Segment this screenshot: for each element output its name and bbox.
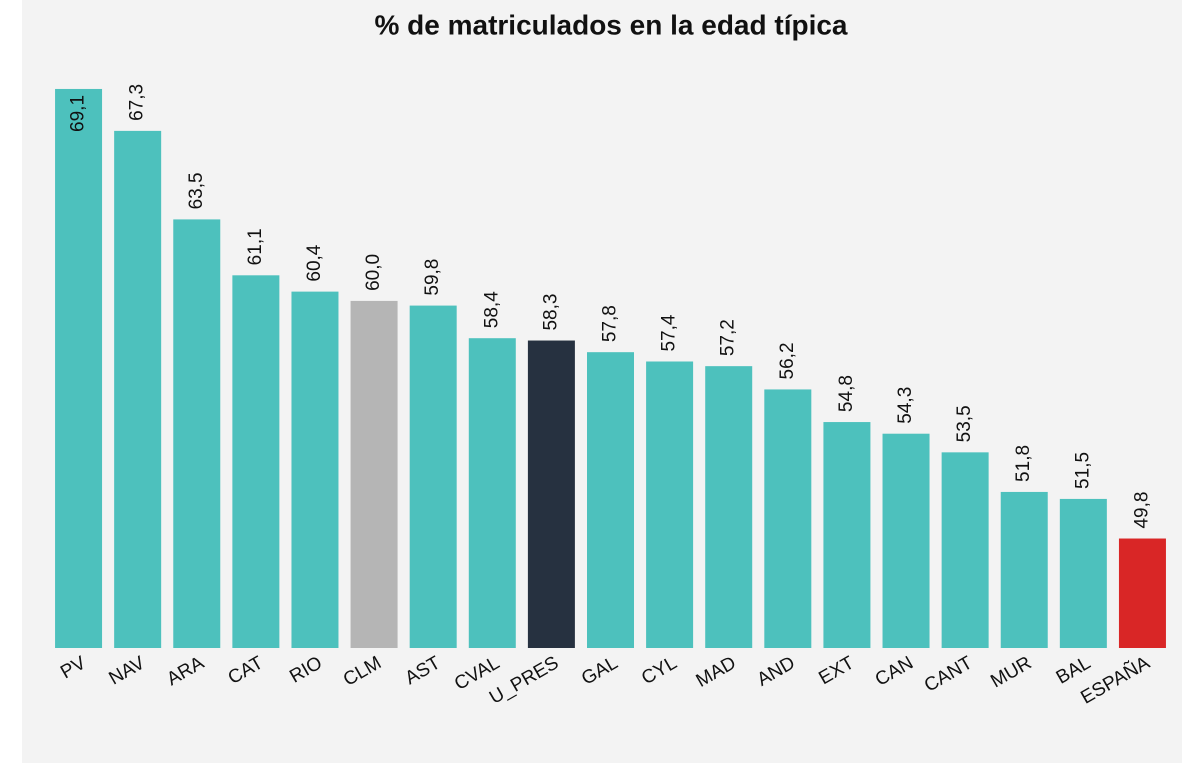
bar: [882, 433, 930, 648]
value-label: 58,4: [481, 291, 502, 328]
chart-title: % de matriculados en la edad típica: [374, 9, 847, 40]
bar: [173, 219, 221, 648]
bar: [350, 300, 398, 648]
bar: [1118, 538, 1166, 648]
value-label: 51,8: [1013, 445, 1034, 482]
value-label: 54,3: [895, 387, 916, 424]
value-label: 51,5: [1072, 452, 1093, 489]
bar: [587, 352, 634, 648]
bar: [823, 422, 871, 648]
value-label: 57,2: [718, 319, 739, 356]
bar: [764, 389, 812, 648]
value-label: 67,3: [127, 84, 148, 121]
bar: [291, 291, 339, 648]
bar: [114, 130, 162, 648]
bar: [409, 305, 457, 648]
value-label: 60,4: [304, 244, 325, 281]
value-label: 63,5: [186, 172, 207, 209]
bar: [941, 452, 989, 648]
value-label: 69,1: [68, 95, 89, 132]
value-label: 49,8: [1131, 492, 1152, 529]
bar: [1059, 498, 1107, 648]
value-label: 56,2: [777, 342, 798, 379]
bar: [646, 361, 694, 648]
bar: [705, 366, 753, 648]
value-label: 59,8: [422, 259, 443, 296]
bar: [232, 275, 280, 648]
value-label: 61,1: [245, 228, 266, 265]
value-label: 53,5: [954, 405, 975, 442]
bar: [55, 88, 103, 648]
value-label: 54,8: [836, 375, 857, 412]
value-label: 60,0: [363, 254, 384, 291]
value-label: 58,3: [540, 294, 561, 331]
bar: [468, 338, 516, 648]
value-label: 57,8: [600, 305, 621, 342]
value-label: 57,4: [659, 314, 680, 351]
bar: [527, 340, 575, 648]
bar: [1000, 491, 1048, 648]
